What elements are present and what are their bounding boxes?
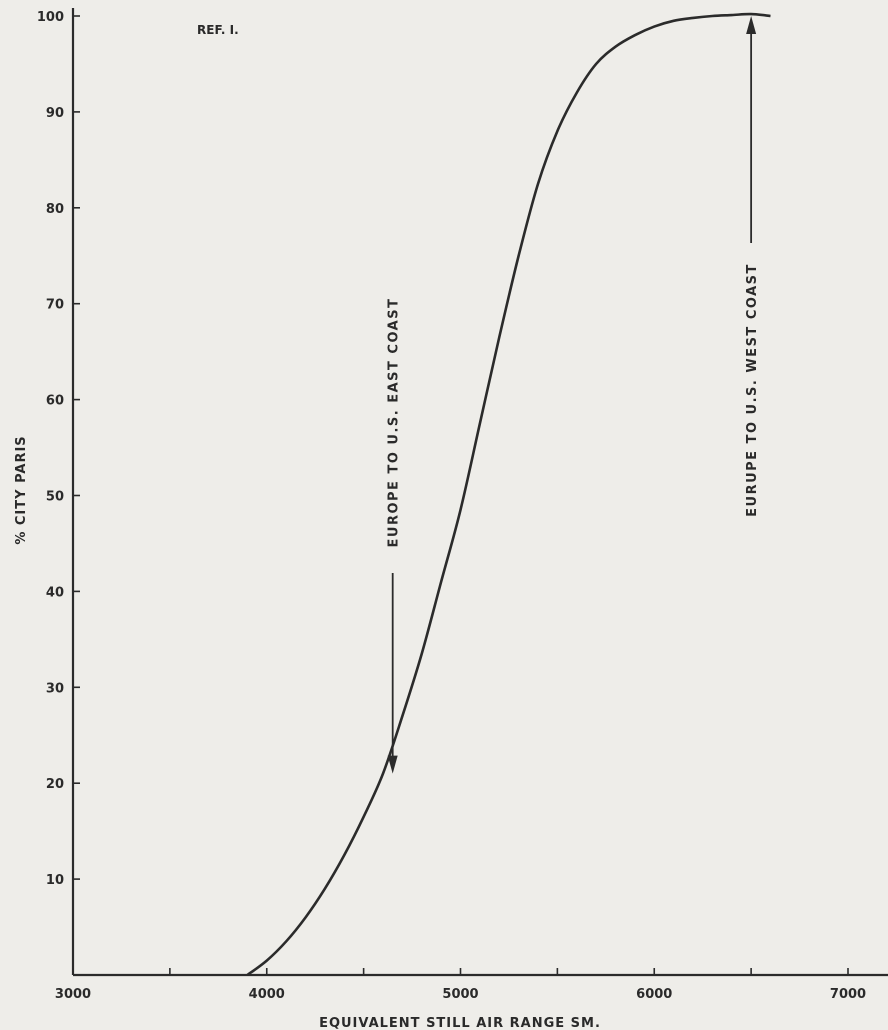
y-tick-label: 20	[46, 777, 64, 792]
annotation-label: EUROPE TO U.S. EAST COAST	[387, 298, 402, 548]
arrowhead	[387, 755, 398, 774]
y-tick-label: 10	[46, 873, 64, 888]
reference-label: REF. I.	[197, 23, 239, 37]
y-tick-label: 40	[46, 585, 64, 600]
x-axis-title: EQUIVALENT STILL AIR RANGE SM.	[319, 1016, 601, 1030]
annotations: EUROPE TO U.S. EAST COAST EURUPE TO U.S. …	[387, 16, 760, 774]
y-tick-label: 100	[37, 10, 64, 25]
y-tick-label: 80	[46, 202, 64, 217]
arrowhead	[746, 16, 757, 34]
x-tick-label: 3000	[55, 987, 91, 1002]
y-ticks: 10 20 30 40 50 60 70 80 90 100	[37, 10, 80, 888]
y-tick-label: 30	[46, 681, 64, 696]
data-line	[246, 12, 771, 977]
x-ticks: 3000 4000 5000 6000 7000	[55, 968, 866, 1002]
x-tick-label: 7000	[830, 987, 866, 1002]
y-tick-label: 50	[46, 490, 64, 505]
annotation-label: EURUPE TO U.S. WEST COAST	[745, 263, 760, 517]
x-tick-label: 6000	[636, 987, 672, 1002]
x-tick-label: 5000	[442, 987, 478, 1002]
x-tick-label: 4000	[249, 987, 285, 1002]
y-tick-label: 60	[46, 394, 64, 409]
y-axis-title: % CITY PARIS	[14, 435, 29, 544]
y-tick-label: 90	[46, 106, 64, 121]
y-tick-label: 70	[46, 298, 64, 313]
